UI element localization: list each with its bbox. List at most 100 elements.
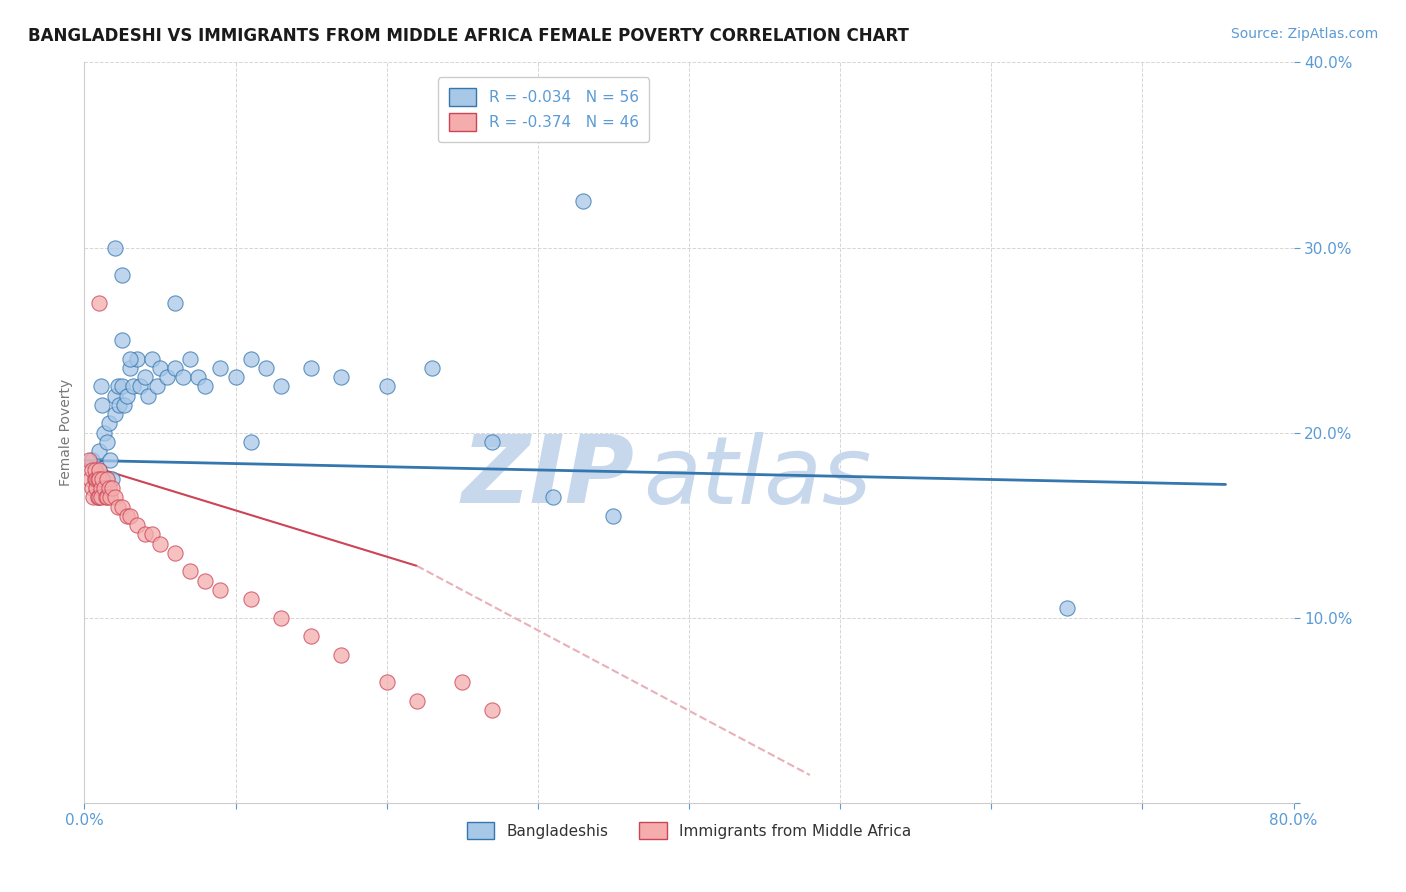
Point <box>156 370 179 384</box>
Point <box>602 508 624 523</box>
Point <box>299 360 322 375</box>
Point <box>96 472 118 486</box>
Text: ZIP: ZIP <box>461 431 634 523</box>
Point <box>86 481 108 495</box>
Point <box>179 351 201 366</box>
Point <box>111 379 134 393</box>
Point <box>481 703 503 717</box>
Point <box>84 472 107 486</box>
Point <box>134 370 156 384</box>
Point <box>90 379 112 393</box>
Point <box>87 491 110 505</box>
Point <box>115 508 138 523</box>
Point <box>172 370 194 384</box>
Point <box>299 629 322 643</box>
Point <box>179 565 201 579</box>
Point <box>541 491 564 505</box>
Point <box>420 360 443 375</box>
Point <box>91 472 114 486</box>
Point <box>270 610 292 624</box>
Point <box>100 472 122 486</box>
Point <box>89 472 111 486</box>
Point <box>406 694 429 708</box>
Point <box>149 360 172 375</box>
Point <box>194 379 217 393</box>
Point <box>111 268 134 283</box>
Point <box>141 527 163 541</box>
Point <box>80 453 103 467</box>
Point <box>112 398 135 412</box>
Point <box>84 462 107 476</box>
Point <box>89 462 111 476</box>
Point <box>96 472 118 486</box>
Point <box>165 296 187 310</box>
Point <box>115 388 138 402</box>
Point <box>90 481 112 495</box>
Point <box>97 481 120 495</box>
Point <box>239 592 262 607</box>
Point <box>239 351 262 366</box>
Point <box>98 453 121 467</box>
Point <box>149 536 172 550</box>
Point <box>89 462 111 476</box>
Point <box>107 500 129 514</box>
Point <box>104 240 127 255</box>
Point <box>107 379 129 393</box>
Text: atlas: atlas <box>643 432 872 523</box>
Point <box>572 194 595 209</box>
Point <box>82 491 104 505</box>
Text: Source: ZipAtlas.com: Source: ZipAtlas.com <box>1230 27 1378 41</box>
Point <box>111 333 134 347</box>
Y-axis label: Female Poverty: Female Poverty <box>59 379 73 486</box>
Point <box>118 508 141 523</box>
Point <box>108 398 131 412</box>
Point <box>97 417 120 431</box>
Point <box>118 360 141 375</box>
Point <box>134 527 156 541</box>
Point <box>254 360 277 375</box>
Point <box>121 379 143 393</box>
Point <box>100 481 122 495</box>
Point <box>79 472 101 486</box>
Point <box>91 398 114 412</box>
Point <box>270 379 292 393</box>
Point <box>118 351 141 366</box>
Point <box>209 582 232 597</box>
Point <box>90 491 112 505</box>
Point <box>86 472 108 486</box>
Point <box>89 491 111 505</box>
Point <box>89 296 111 310</box>
Point <box>80 481 103 495</box>
Point <box>77 453 100 467</box>
Point <box>146 379 169 393</box>
Point <box>80 462 103 476</box>
Point <box>375 675 398 690</box>
Point <box>104 491 127 505</box>
Point <box>96 434 118 449</box>
Point <box>187 370 209 384</box>
Point <box>93 425 115 440</box>
Point <box>225 370 247 384</box>
Text: BANGLADESHI VS IMMIGRANTS FROM MIDDLE AFRICA FEMALE POVERTY CORRELATION CHART: BANGLADESHI VS IMMIGRANTS FROM MIDDLE AF… <box>28 27 910 45</box>
Point <box>94 491 117 505</box>
Point <box>87 491 110 505</box>
Point <box>330 370 353 384</box>
Point <box>127 351 149 366</box>
Point <box>165 546 187 560</box>
Point <box>98 491 121 505</box>
Point <box>84 472 107 486</box>
Point <box>111 500 134 514</box>
Point <box>89 444 111 458</box>
Point <box>127 518 149 533</box>
Point <box>330 648 353 662</box>
Point <box>481 434 503 449</box>
Point <box>129 379 152 393</box>
Point <box>451 675 474 690</box>
Point <box>104 388 127 402</box>
Point <box>86 481 108 495</box>
Point <box>104 407 127 421</box>
Point <box>136 388 159 402</box>
Point <box>375 379 398 393</box>
Legend: Bangladeshis, Immigrants from Middle Africa: Bangladeshis, Immigrants from Middle Afr… <box>460 814 918 847</box>
Point <box>194 574 217 588</box>
